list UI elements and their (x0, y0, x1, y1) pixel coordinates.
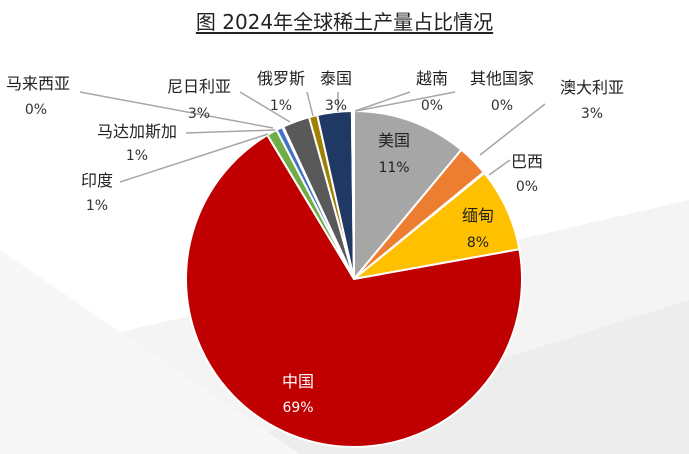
slice-name-label: 马来西亚 (6, 74, 70, 93)
leader-line-9 (306, 91, 314, 117)
leader-line-5 (119, 133, 269, 183)
slice-value-label: 3% (188, 106, 210, 122)
leader-line-2 (488, 159, 511, 176)
slice-value-label: 11% (378, 160, 409, 176)
slice-value-label: 0% (491, 98, 513, 114)
slice-name-label: 中国 (282, 372, 314, 391)
slice-value-label: 0% (516, 179, 538, 195)
slice-value-label: 0% (421, 98, 443, 114)
leader-line-1 (479, 103, 546, 156)
slice-value-label: 3% (581, 106, 603, 122)
leader-line-7 (79, 91, 274, 129)
slice-name-label: 泰国 (320, 69, 352, 88)
slice-12 (351, 109, 355, 280)
slice-value-label: 1% (126, 148, 148, 164)
slice-value-label: 69% (282, 400, 313, 416)
leader-line-11 (354, 91, 411, 112)
slice-name-label: 缅甸 (462, 206, 494, 225)
slice-name-label: 其他国家 (470, 69, 534, 88)
leader-line-12 (355, 91, 456, 112)
slice-name-label: 越南 (416, 69, 448, 88)
leader-line-6 (185, 129, 276, 134)
slice-name-label: 马达加斯加 (97, 122, 177, 141)
slice-4 (185, 133, 523, 448)
slice-0 (353, 109, 463, 282)
slice-value-label: 1% (270, 98, 292, 114)
slice-value-label: 3% (325, 98, 347, 114)
slice-value-label: 1% (86, 198, 108, 214)
chart-title: 图 2024年全球稀土产量占比情况 (195, 10, 494, 34)
slice-name-label: 美国 (378, 131, 410, 150)
slice-name-label: 尼日利亚 (167, 77, 231, 96)
slice-value-label: 0% (25, 102, 47, 118)
slice-name-label: 印度 (81, 171, 113, 190)
slice-value-label: 8% (467, 235, 489, 251)
leader-line-8 (239, 91, 291, 123)
slice-name-label: 巴西 (511, 152, 543, 171)
slice-name-label: 澳大利亚 (560, 78, 624, 97)
slice-name-label: 俄罗斯 (257, 69, 305, 88)
